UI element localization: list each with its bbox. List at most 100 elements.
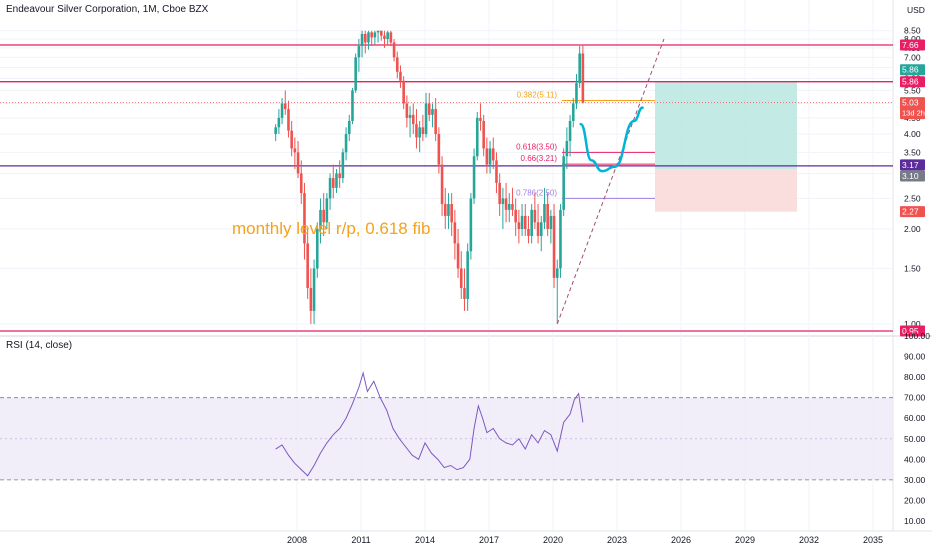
price-tick-label: 2.50 — [904, 193, 921, 203]
candle-body — [347, 120, 351, 135]
dashed-trend-line[interactable] — [556, 38, 665, 325]
candle-body — [533, 209, 537, 223]
time-tick-label: 2020 — [543, 535, 563, 545]
annotation-text[interactable]: monthly level r/p, 0.618 fib — [232, 219, 431, 238]
candle-body — [543, 204, 546, 223]
candle-body — [431, 109, 434, 115]
trend-line[interactable] — [556, 38, 665, 325]
candle-body — [437, 134, 441, 165]
countdown-label: 13d 2h — [902, 109, 925, 118]
candle-body — [303, 193, 306, 244]
price-axis[interactable]: 1.001.502.002.503.003.504.004.505.005.50… — [900, 5, 930, 526]
position-loss-zone[interactable] — [655, 168, 797, 212]
time-tick-label: 2035 — [863, 535, 883, 545]
candle-body — [443, 204, 447, 216]
price-label-tag[interactable] — [900, 97, 925, 120]
candle-body — [453, 222, 457, 244]
candle-body — [360, 34, 364, 47]
rsi-tick-label: 100.00 — [904, 331, 930, 341]
candlestick-series — [274, 30, 585, 324]
price-tick-label: 8.00 — [904, 34, 921, 44]
candle-body — [555, 268, 559, 278]
rsi-tick-label: 50.00 — [904, 434, 926, 444]
candle-body — [530, 209, 533, 237]
candle-body — [373, 32, 377, 38]
candle-body — [312, 268, 316, 311]
candle-body — [565, 141, 569, 157]
candle-body — [450, 204, 453, 223]
time-axis[interactable]: 2008 2011 2014 2017 2020 2023 2026 2029 2032 2035 — [287, 535, 883, 545]
price-projection-path[interactable] — [579, 106, 644, 173]
candle-body — [418, 127, 421, 138]
candle-body — [338, 173, 341, 179]
candle-body — [456, 243, 460, 269]
price-label-text: 5.86 — [902, 65, 919, 75]
candle-body — [277, 117, 281, 128]
rsi-pane — [0, 371, 893, 481]
candle-body — [328, 178, 332, 199]
candle-body — [568, 120, 572, 142]
position-profit-zone[interactable] — [655, 81, 797, 169]
candle-body — [571, 103, 575, 121]
price-label-text: 5.03 — [902, 98, 919, 108]
candle-body — [402, 80, 405, 104]
projected-path[interactable] — [579, 106, 644, 173]
fib-level-label: 0.382(5.11) — [517, 90, 558, 99]
candle-body — [488, 148, 492, 165]
candle-body — [357, 46, 361, 58]
price-label-tag[interactable] — [900, 64, 925, 76]
rsi-line — [275, 371, 584, 477]
candle-body — [504, 198, 508, 210]
candle-body — [447, 204, 450, 216]
candle-body — [424, 103, 428, 135]
candle-body — [421, 127, 425, 135]
candle-body — [523, 215, 527, 229]
candle-body — [395, 57, 399, 72]
fib-level-label: 0.786(2.50) — [516, 188, 557, 197]
candle-body — [392, 42, 396, 58]
price-label-tag[interactable] — [900, 39, 925, 51]
candle-body — [383, 35, 386, 40]
price-tick-label: 4.00 — [904, 129, 921, 139]
candle-body — [319, 209, 322, 229]
candle-body — [498, 182, 501, 205]
candle-body — [341, 152, 345, 179]
candle-body — [415, 124, 418, 138]
candle-body — [482, 120, 485, 149]
rsi-tick-label: 70.00 — [904, 393, 926, 403]
candle-body — [370, 32, 373, 38]
rsi-indicator-label[interactable]: RSI (14, close) — [6, 340, 73, 351]
candle-body — [287, 109, 290, 131]
candle-body — [469, 198, 473, 252]
rsi-tick-label: 40.00 — [904, 454, 926, 464]
price-label-tag[interactable] — [900, 170, 925, 182]
candle-body — [472, 156, 476, 199]
candle-body — [514, 209, 517, 223]
price-label-tag[interactable] — [900, 76, 925, 88]
candle-body — [466, 251, 469, 299]
horizontal-levels[interactable] — [0, 44, 893, 332]
candle-body — [376, 30, 380, 33]
candle-body — [440, 164, 444, 205]
currency-label[interactable]: USD — [907, 5, 925, 15]
candle-body — [463, 288, 466, 299]
candle-body — [495, 160, 498, 183]
candle-body — [485, 148, 489, 165]
chart-title: Endeavour Silver Corporation, 1M, Cboe B… — [6, 4, 209, 15]
candle-body — [581, 53, 585, 103]
rsi-tick-label: 20.00 — [904, 495, 926, 505]
price-tick-label: 1.00 — [904, 319, 921, 329]
price-label-tag[interactable] — [900, 159, 925, 171]
candle-body — [527, 228, 530, 237]
price-label-tag[interactable] — [900, 206, 925, 218]
time-tick-label: 2026 — [671, 535, 691, 545]
candle-body — [315, 228, 319, 269]
candle-body — [536, 222, 540, 237]
candle-body — [578, 53, 581, 84]
price-label-tag[interactable] — [900, 325, 925, 337]
candle-body — [479, 117, 482, 121]
price-label-text: 7.66 — [902, 40, 919, 50]
candle-body — [546, 204, 549, 229]
long-position-tool[interactable] — [655, 81, 797, 212]
